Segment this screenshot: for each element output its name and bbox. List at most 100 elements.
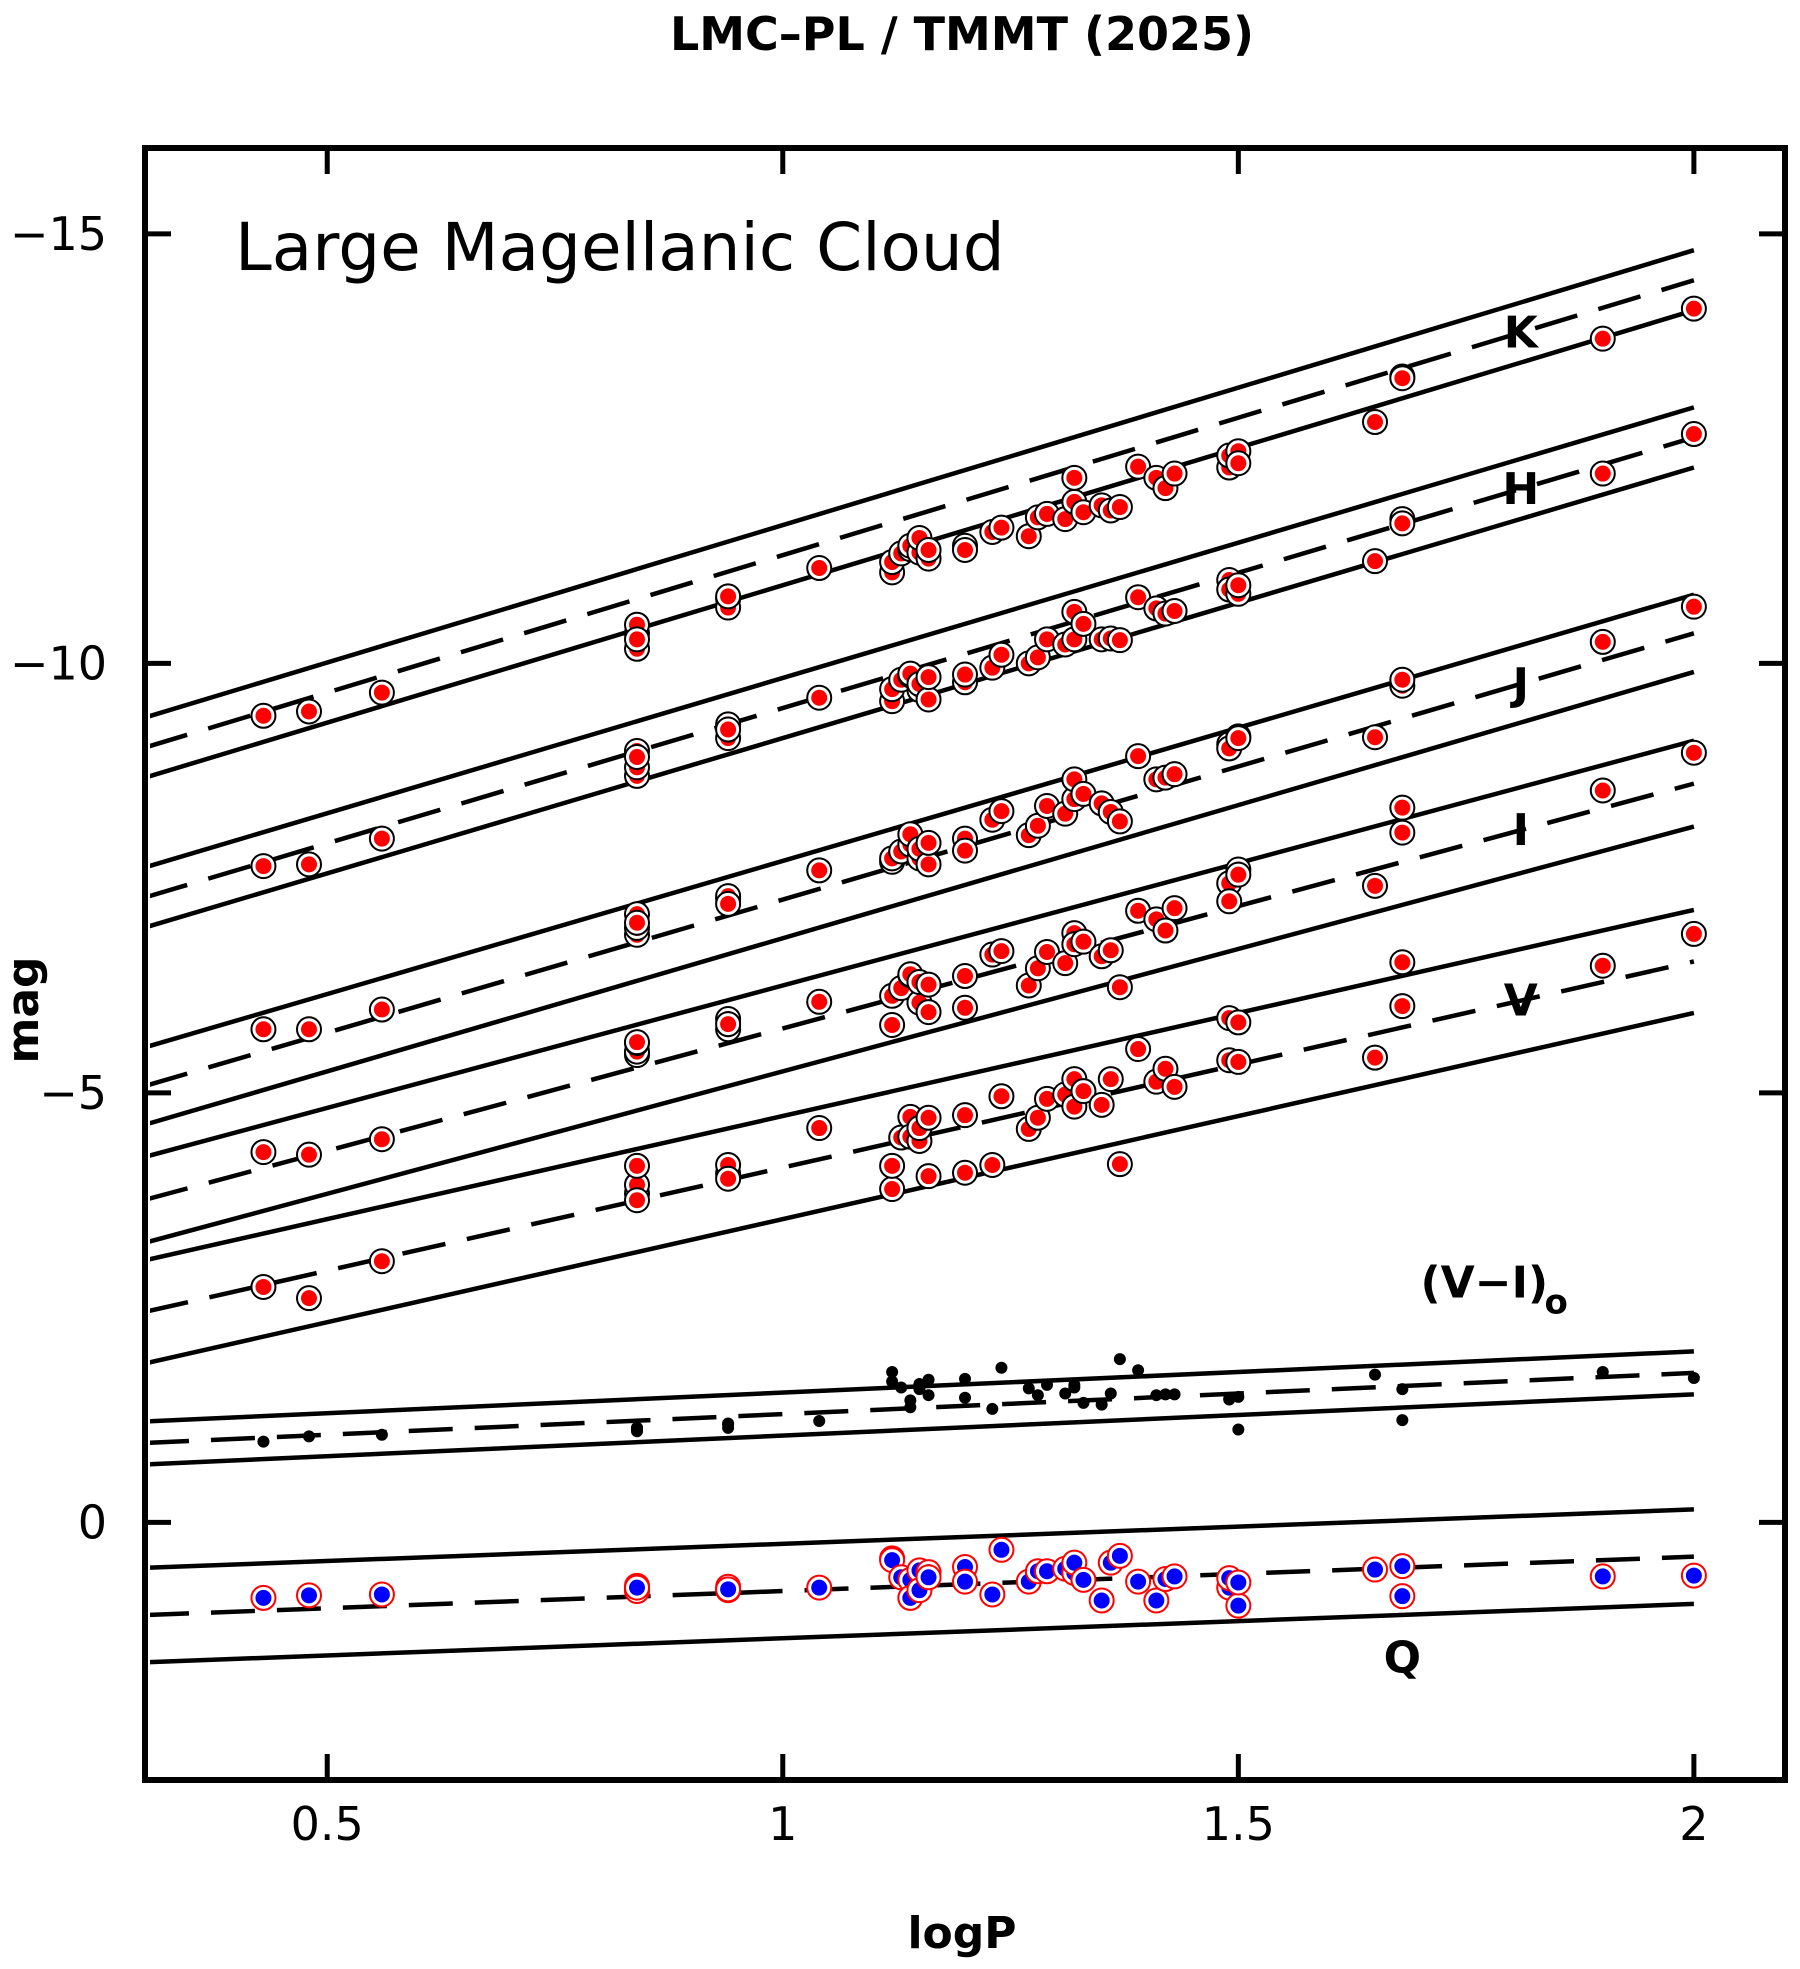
point-vio — [986, 1402, 999, 1415]
point-h — [1685, 426, 1702, 443]
point-q — [1148, 1592, 1165, 1609]
point-j — [920, 834, 937, 851]
band-line-k-bright — [150, 248, 1695, 719]
point-v — [984, 1156, 1001, 1173]
point-j — [1685, 598, 1702, 615]
point-vio — [1068, 1381, 1081, 1394]
point-v — [957, 1107, 973, 1124]
point-k — [1039, 505, 1055, 522]
point-k — [1130, 458, 1147, 475]
point-q — [301, 1587, 317, 1604]
point-vio — [1113, 1353, 1126, 1366]
point-q — [957, 1573, 973, 1590]
point-v — [920, 1109, 937, 1126]
point-q — [984, 1586, 1001, 1603]
point-h — [720, 721, 737, 738]
point-j — [1039, 797, 1055, 814]
point-vio — [1031, 1389, 1044, 1402]
point-k — [811, 560, 828, 577]
point-h — [920, 691, 937, 708]
point-vio — [1232, 1423, 1245, 1436]
point-h — [301, 856, 317, 873]
point-k — [629, 631, 645, 648]
point-q — [920, 1569, 937, 1586]
point-i — [629, 1034, 645, 1051]
point-i — [811, 993, 828, 1010]
point-i — [920, 976, 937, 993]
point-v — [301, 1290, 317, 1307]
point-i — [255, 1144, 272, 1161]
point-h — [1111, 632, 1128, 649]
point-i — [884, 1016, 901, 1033]
point-h — [1394, 515, 1411, 532]
point-vio — [1022, 1382, 1035, 1395]
band-line-q-faint — [150, 1601, 1694, 1665]
band-line-j-bright — [150, 592, 1695, 1049]
x-tick-label: 1.5 — [1202, 1797, 1275, 1851]
point-v — [373, 1253, 390, 1270]
point-i — [1102, 942, 1119, 959]
point-v — [1157, 1060, 1174, 1077]
point-j — [1130, 748, 1147, 765]
point-h — [1367, 553, 1383, 570]
point-v — [255, 1278, 272, 1295]
point-i — [1594, 782, 1611, 799]
point-q — [1130, 1573, 1147, 1590]
series-label-h: H — [1502, 464, 1539, 515]
point-k — [1594, 330, 1611, 347]
point-vio — [1232, 1390, 1245, 1403]
point-i — [1029, 960, 1046, 977]
point-i — [1130, 902, 1147, 919]
point-vio — [1223, 1393, 1236, 1406]
point-i — [301, 1146, 317, 1163]
point-v — [1093, 1096, 1110, 1113]
band-line-vio-faint — [150, 1392, 1694, 1467]
point-vio — [813, 1414, 826, 1427]
point-v — [1130, 1041, 1147, 1058]
chart-title: LMC–PL / TMMT (2025) — [670, 7, 1254, 61]
point-v — [957, 1164, 973, 1181]
point-h — [1594, 465, 1611, 482]
point-q — [884, 1552, 901, 1569]
point-vio — [959, 1372, 971, 1385]
point-vio — [1095, 1398, 1108, 1411]
series-label-i: I — [1513, 805, 1529, 856]
point-i — [1394, 799, 1411, 816]
point-j — [1111, 813, 1128, 830]
point-k — [920, 541, 937, 558]
y-tick-label: −5 — [39, 1066, 107, 1120]
point-v — [1230, 1053, 1247, 1070]
band-line-i-bright — [150, 738, 1695, 1158]
point-q — [373, 1586, 390, 1603]
point-i — [1075, 933, 1092, 950]
point-q — [993, 1541, 1010, 1558]
point-vio — [886, 1375, 899, 1388]
point-j — [811, 862, 828, 879]
point-i — [1020, 977, 1037, 994]
point-j — [301, 1021, 317, 1038]
point-i — [920, 1004, 937, 1021]
point-vio — [995, 1361, 1008, 1374]
point-k — [255, 707, 272, 724]
point-q — [1111, 1547, 1128, 1564]
point-q — [811, 1579, 828, 1596]
band-line-q-bright — [150, 1507, 1694, 1570]
point-v — [1367, 1049, 1383, 1066]
point-vio — [922, 1373, 935, 1386]
point-j — [629, 914, 645, 931]
point-v — [629, 1192, 645, 1209]
point-h — [1130, 589, 1147, 606]
point-j — [957, 842, 973, 859]
point-vio — [1168, 1388, 1181, 1401]
point-v — [1111, 1156, 1128, 1173]
point-j — [255, 1021, 272, 1038]
point-q — [1685, 1567, 1702, 1584]
fit-line-k — [150, 278, 1695, 749]
point-v — [1039, 1090, 1055, 1107]
point-vio — [1396, 1414, 1409, 1427]
x-axis-title: logP — [907, 1908, 1016, 1959]
point-vio — [722, 1417, 735, 1430]
point-k — [1394, 370, 1411, 387]
point-i — [1685, 744, 1702, 761]
point-vio — [1396, 1383, 1409, 1396]
